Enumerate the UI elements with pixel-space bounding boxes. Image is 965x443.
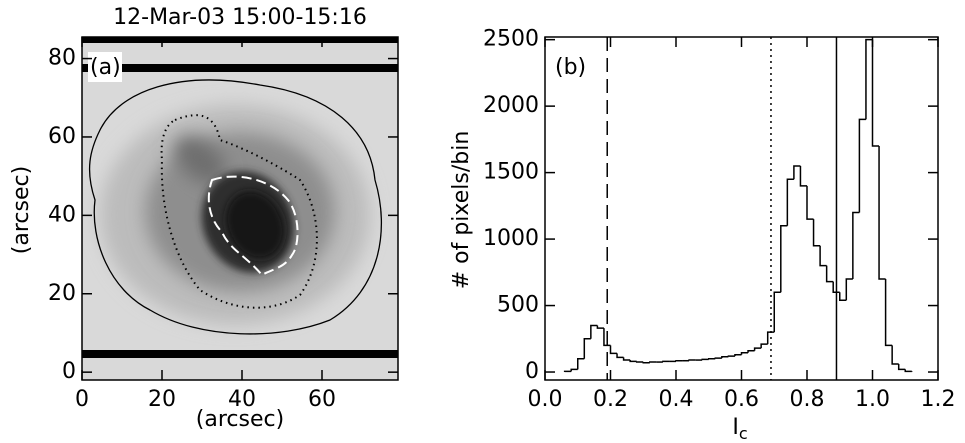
x-tick-label: 1.2 xyxy=(921,387,956,412)
y-tick-label: 40 xyxy=(48,202,76,227)
histogram-step xyxy=(629,360,637,363)
x-tick-label: 0.0 xyxy=(528,387,563,412)
histogram-step xyxy=(871,39,880,147)
histogram-step xyxy=(747,350,755,353)
histogram-step xyxy=(845,278,853,301)
histogram-step xyxy=(642,361,650,364)
histogram-step xyxy=(865,38,873,120)
histogram-step xyxy=(852,211,860,279)
histogram-step xyxy=(753,347,762,351)
histogram-step xyxy=(701,358,709,361)
histogram-step xyxy=(806,185,814,220)
histogram-step xyxy=(773,291,781,333)
histogram-step xyxy=(714,357,722,359)
x-tick-label: 0.4 xyxy=(659,387,694,412)
x-tick-label: 60 xyxy=(308,387,336,412)
histogram-step xyxy=(760,343,768,349)
histogram-step xyxy=(819,245,827,267)
histogram-step xyxy=(609,345,618,355)
histogram-step xyxy=(793,165,801,180)
histogram-step xyxy=(734,353,742,357)
chart-title: 12-Mar-03 15:00-15:16 xyxy=(113,5,367,30)
histogram-step xyxy=(570,368,578,372)
histogram-step xyxy=(786,178,794,226)
y-tick-label: 0 xyxy=(62,359,76,384)
histogram-step xyxy=(662,360,670,363)
y-tick-label: 60 xyxy=(48,124,76,149)
y-tick-label: 1500 xyxy=(483,160,539,185)
histogram-step xyxy=(590,324,598,339)
x-tick-label: 0.8 xyxy=(790,387,825,412)
y-tick-label: 20 xyxy=(48,281,76,306)
histogram-step xyxy=(825,265,834,283)
histogram-step xyxy=(688,359,696,361)
histogram-step xyxy=(812,219,821,247)
histogram-step xyxy=(563,370,572,373)
x-tick-label: 0 xyxy=(75,387,89,412)
histogram-step xyxy=(897,364,906,371)
x-tick-label: 0.6 xyxy=(724,387,759,412)
histogram-step xyxy=(799,165,807,187)
y-tick-label: 500 xyxy=(497,293,539,318)
x-axis-label: Ic xyxy=(732,415,747,443)
histogram-step xyxy=(904,369,912,373)
histogram-step xyxy=(780,225,788,293)
y-tick-label: 1000 xyxy=(483,226,539,251)
histogram-step xyxy=(708,357,716,360)
histogram-step xyxy=(675,359,683,362)
histogram-step xyxy=(577,357,585,370)
histogram-step xyxy=(622,357,631,361)
y-axis-label: # of pixels/bin xyxy=(449,131,474,290)
histogram-step xyxy=(616,353,624,359)
histogram-step xyxy=(766,331,775,345)
histogram-step xyxy=(740,351,749,355)
x-axis-label: (arcsec) xyxy=(196,407,284,432)
histogram-step xyxy=(884,278,893,347)
plot-frame xyxy=(81,36,399,381)
histogram-step xyxy=(727,355,735,357)
x-tick-label: 0.2 xyxy=(593,387,628,412)
histogram-step xyxy=(858,118,866,213)
x-tick-label: 1.0 xyxy=(855,387,890,412)
x-tick-label: 40 xyxy=(228,387,256,412)
histogram-step xyxy=(721,355,729,359)
histogram-step xyxy=(832,281,840,294)
y-tick-label: 0 xyxy=(525,359,539,384)
histogram-step xyxy=(878,146,886,280)
histogram-step xyxy=(583,338,591,359)
x-axis-label-sub: c xyxy=(739,424,748,443)
histogram-step xyxy=(603,328,611,347)
histogram-step xyxy=(596,325,604,329)
histogram-step xyxy=(635,361,644,363)
sunspot-image xyxy=(82,37,398,380)
y-tick-label: 2500 xyxy=(483,27,539,52)
histogram-step xyxy=(891,345,899,365)
x-tick-label: 20 xyxy=(148,387,176,412)
histogram-step xyxy=(649,361,657,363)
panel-label: (a) xyxy=(90,55,121,80)
y-tick-label: 2000 xyxy=(483,93,539,118)
x-axis-label-main: I xyxy=(732,415,739,440)
panel-label: (b) xyxy=(555,55,586,80)
histogram-step xyxy=(839,292,847,301)
y-tick-label: 80 xyxy=(48,46,76,71)
y-axis-label: (arcsec) xyxy=(9,166,34,254)
